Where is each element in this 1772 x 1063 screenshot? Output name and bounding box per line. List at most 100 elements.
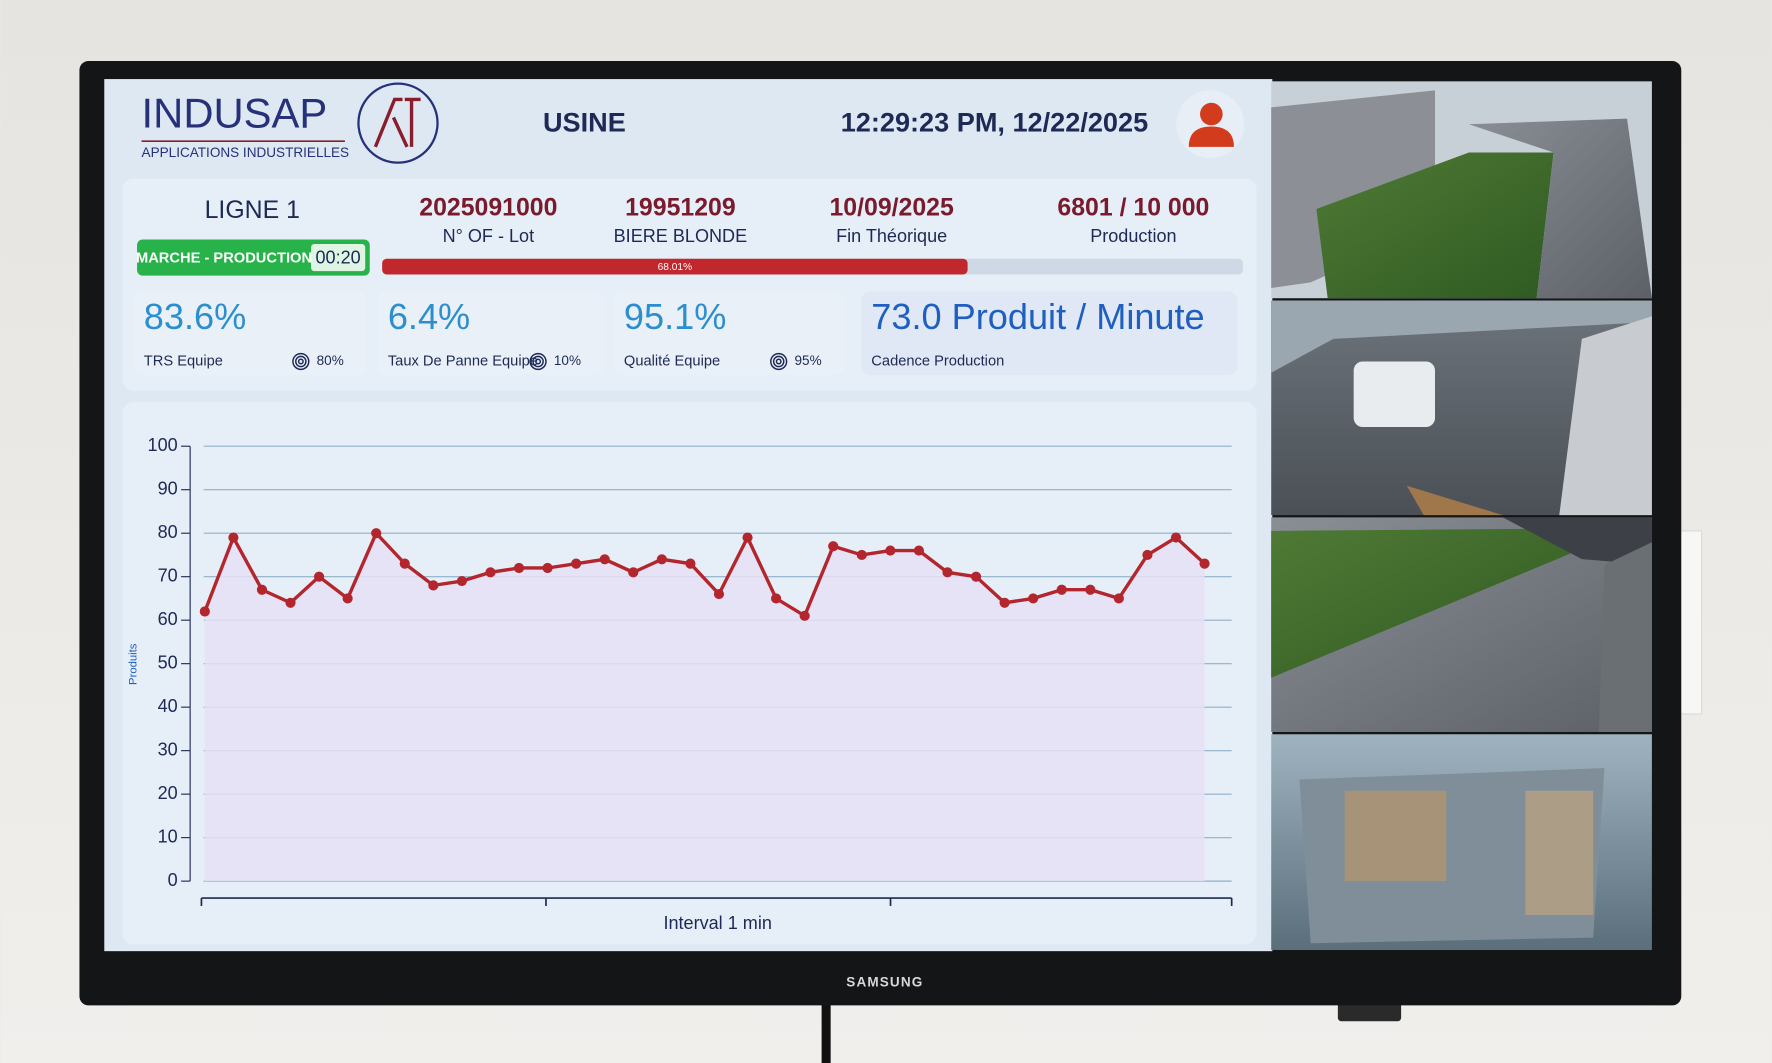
point: [856, 549, 867, 561]
logo-text: INDUSAP: [142, 89, 328, 136]
kpi-value: 95.1%: [624, 296, 726, 337]
tv-brand: SAMSUNG: [846, 974, 923, 989]
point: [1199, 558, 1210, 569]
y-tick-label: 90: [158, 478, 178, 498]
logo-subtitle: APPLICATIONS INDUSTRIELLES: [142, 145, 350, 160]
point: [999, 597, 1010, 608]
point: [371, 528, 382, 539]
y-tick-label: 70: [158, 565, 178, 585]
order-value: 10/09/2025: [829, 195, 954, 222]
kpi-target: 10%: [554, 353, 581, 368]
timer-box: [311, 244, 366, 272]
kpi-value: 73.0 Produit / Minute: [871, 296, 1204, 337]
target-icon: [772, 355, 785, 368]
target-icon: [535, 358, 542, 365]
point: [285, 597, 296, 608]
camera-2-wall: [1559, 316, 1652, 516]
point: [1170, 532, 1182, 543]
kpi-card: [133, 291, 367, 376]
point: [628, 567, 639, 578]
user-icon-head: [1200, 102, 1223, 126]
point: [599, 554, 610, 565]
y-tick-label: 80: [158, 522, 178, 542]
logo-glyph: [373, 97, 421, 148]
target-icon: [295, 355, 307, 368]
kpi-card: [861, 291, 1238, 376]
target-icon: [529, 352, 547, 371]
order-value: 2025091000: [419, 195, 557, 222]
line-name: LIGNE 1: [205, 197, 300, 224]
camera-4-racks: [1525, 790, 1594, 916]
kpi-value: 6.4%: [388, 296, 470, 337]
progress-label: 68.01%: [658, 262, 692, 273]
point: [199, 606, 210, 617]
point: [542, 562, 553, 574]
point: [228, 532, 239, 543]
target-icon: [292, 352, 310, 371]
point: [771, 593, 782, 604]
y-tick-label: 30: [158, 739, 178, 759]
point: [513, 562, 525, 574]
point: [1028, 593, 1039, 604]
point: [571, 558, 582, 569]
camera-3-grass: [1271, 528, 1571, 678]
target-icon: [775, 358, 782, 365]
timer: 00:20: [316, 247, 361, 267]
y-tick-label: 20: [158, 783, 178, 803]
point: [1056, 584, 1067, 595]
target-icon: [770, 352, 788, 371]
wall-plate: [1678, 530, 1703, 715]
datetime: 12:29:23 PM, 12/22/2025: [841, 106, 1148, 137]
y-tick-label: 100: [148, 435, 178, 455]
point: [656, 554, 667, 565]
y-tick-label: 50: [158, 652, 178, 672]
kpi-target: 95%: [794, 353, 821, 368]
point: [256, 584, 268, 595]
point: [1085, 584, 1096, 595]
point: [399, 558, 410, 569]
camera-2-van: [1353, 361, 1436, 428]
kpi-label: Taux De Panne Equipe: [388, 353, 538, 369]
kpi-card: [613, 291, 845, 376]
camera-3-building: [1502, 517, 1652, 565]
y-tick-label: 0: [168, 870, 178, 890]
target-icon: [532, 355, 544, 368]
kpi-card: [377, 291, 604, 376]
cable: [821, 994, 831, 1063]
point: [885, 545, 896, 556]
point: [428, 580, 439, 591]
kpi-label: TRS Equipe: [144, 353, 223, 369]
point: [685, 558, 696, 569]
order-label: N° OF - Lot: [443, 226, 535, 246]
point: [828, 541, 839, 552]
point: [942, 567, 953, 578]
order-label: BIERE BLONDE: [614, 226, 748, 246]
point: [1113, 593, 1124, 604]
camera-feeds: [1271, 81, 1652, 951]
point: [970, 571, 982, 582]
x-axis-label: Interval 1 min: [663, 913, 771, 933]
point: [913, 545, 925, 556]
y-tick-label: 10: [158, 826, 178, 846]
point: [1142, 549, 1153, 561]
camera-1-road: [1468, 118, 1652, 299]
logo-mark: [357, 82, 439, 164]
kpi-label: Qualité Equipe: [624, 353, 720, 369]
camera-2-horizon: [1271, 300, 1652, 373]
order-value: 6801 / 10 000: [1057, 195, 1209, 222]
point: [799, 610, 810, 621]
y-axis-label: Produits: [128, 643, 140, 685]
point: [713, 588, 725, 600]
site-name: USINE: [543, 106, 626, 137]
camera-4-shelves: [1344, 790, 1447, 882]
status: MARCHE - PRODUCTION: [136, 251, 312, 267]
target-icon: [297, 358, 304, 365]
progress-fill: [382, 258, 968, 275]
point: [342, 593, 353, 604]
order-label: Fin Théorique: [836, 226, 947, 246]
kpi-label: Cadence Production: [871, 353, 1004, 369]
point: [485, 567, 496, 578]
camera-3-wall: [1598, 542, 1652, 733]
point: [742, 532, 753, 543]
